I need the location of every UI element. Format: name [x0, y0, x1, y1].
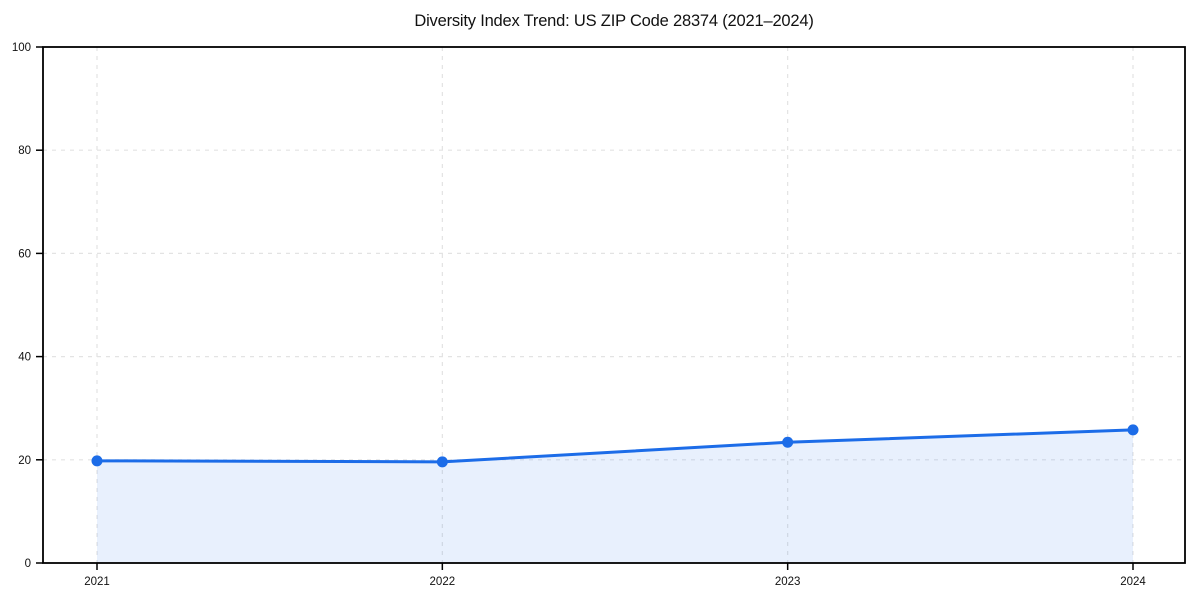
y-tick-label: 80 [18, 145, 31, 157]
trend-line [95, 428, 1135, 464]
plot-area: 0 20 40 60 80 100 2021 2022 2023 2024 [12, 42, 1186, 588]
area-fill [97, 429, 1133, 563]
y-tick-label: 40 [18, 352, 31, 364]
y-tick-label: 60 [18, 248, 31, 260]
data-point [436, 456, 448, 468]
x-tick-label: 2024 [1120, 576, 1146, 588]
x-tick-label: 2021 [84, 576, 110, 588]
y-tick-label: 100 [12, 42, 31, 54]
y-tick-label: 0 [25, 558, 31, 570]
axis-spine [42, 46, 1186, 564]
chart-title: Diversity Index Trend: US ZIP Code 28374… [414, 12, 814, 30]
x-tick-label: 2023 [775, 576, 801, 588]
y-tick-label: 20 [18, 455, 31, 467]
x-tick-label: 2022 [430, 576, 456, 588]
data-point [782, 436, 794, 448]
data-point [1127, 424, 1139, 436]
data-point [91, 455, 103, 467]
